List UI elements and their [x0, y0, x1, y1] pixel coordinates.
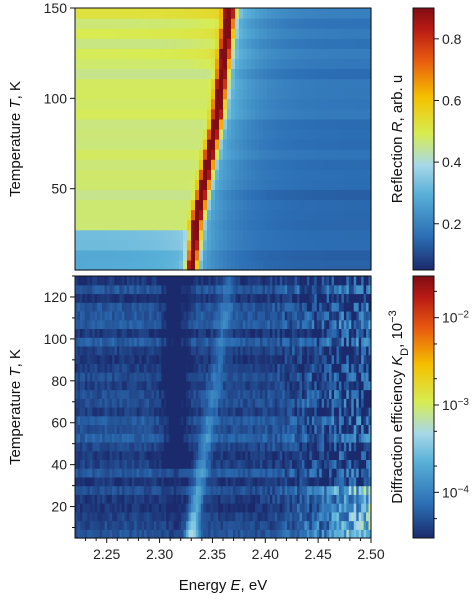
bottom-colorbar-tick-label: 10−2	[442, 309, 469, 326]
x-tick-label: 2.40	[252, 546, 279, 562]
x-tick-label: 2.50	[357, 546, 384, 562]
top-colorbar-ticks: 0.2 0.4 0.6 0.8	[434, 31, 462, 232]
bottom-colorbar: 10−4 10−3 10−2 Diffraction efficiency KD, …	[387, 275, 469, 539]
bottom-colorbar-label: Diffraction efficiency KD, 10−3	[387, 310, 411, 503]
bottom-y-tick-label: 120	[44, 289, 68, 305]
top-colorbar: 0.2 0.4 0.6 0.8 Reflection R, arb. u	[389, 7, 462, 271]
top-y-tick-label: 100	[44, 90, 68, 106]
top-colorbar-tick-label: 0.6	[442, 92, 462, 108]
x-tick-label: 2.25	[93, 546, 120, 562]
top-heatmap-image	[75, 8, 372, 271]
x-tick-label: 2.45	[305, 546, 332, 562]
bottom-y-tick-label: 20	[51, 499, 67, 515]
bottom-y-axis-label: Temperature T, K	[7, 349, 24, 465]
bottom-heatmap-image	[75, 276, 372, 539]
bottom-colorbar-tick-label: 10−4	[442, 484, 469, 501]
top-colorbar-tick-label: 0.8	[442, 31, 462, 47]
bottom-colorbar-ticks: 10−4 10−3 10−2	[434, 290, 469, 520]
bottom-y-tick-label: 80	[51, 373, 67, 389]
top-colorbar-tick-label: 0.2	[442, 216, 462, 232]
bottom-colorbar-tick-label: 10−3	[442, 397, 469, 414]
x-tick-label: 2.35	[199, 546, 226, 562]
bottom-y-ticks: 20 40 60 80 100 120	[44, 275, 75, 529]
bottom-y-tick-label: 40	[51, 457, 67, 473]
bottom-y-tick-label: 60	[51, 415, 67, 431]
top-y-tick-label: 50	[51, 181, 67, 197]
bottom-y-tick-label: 100	[44, 331, 68, 347]
top-colorbar-label: Reflection R, arb. u	[389, 75, 406, 203]
x-axis-label: Energy E, eV	[179, 577, 267, 594]
top-heatmap-panel: 50 100 150 Temperature T, K	[7, 0, 372, 271]
x-tick-label: 2.30	[146, 546, 173, 562]
top-colorbar-tick-label: 0.4	[442, 154, 462, 170]
bottom-x-ticks: 2.25 2.30 2.35 2.40 2.45 2.50	[85, 538, 385, 562]
top-y-axis-label: Temperature T, K	[7, 81, 24, 197]
top-y-ticks: 50 100 150	[44, 0, 75, 197]
top-y-tick-label: 150	[44, 0, 68, 16]
